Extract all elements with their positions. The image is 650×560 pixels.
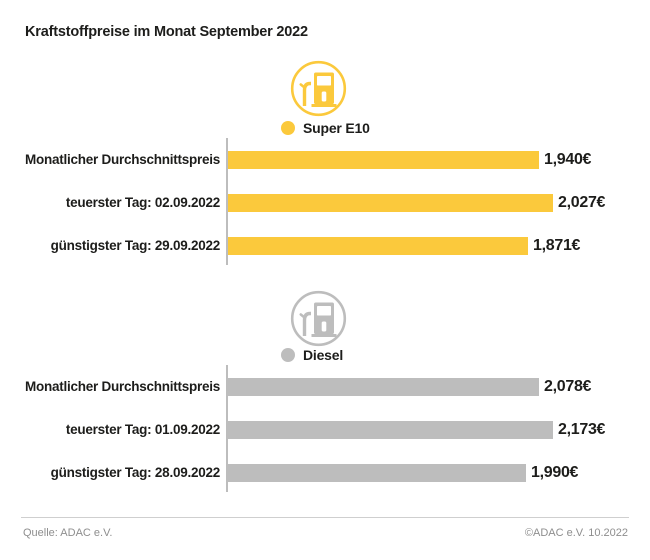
bar: [228, 463, 526, 482]
value-label: 1,871€: [533, 236, 581, 254]
bar-chart: Monatlicher Durchschnittspreis 2,078€ teue…: [0, 365, 650, 494]
copyright-text: ©ADAC e.V. 10.2022: [524, 527, 628, 539]
category-label: teuerster Tag: 02.09.2022: [65, 195, 220, 210]
category-label: Monatlicher Durchschnittspreis: [24, 152, 220, 167]
bar-row: teuerster Tag: 01.09.2022 2,173€: [0, 408, 650, 451]
axis-line: [226, 365, 228, 492]
bar-row: günstigster Tag: 29.09.2022 1,871€: [0, 224, 650, 267]
legend: Diesel: [281, 345, 343, 365]
legend-dot: [281, 121, 295, 135]
bar-row: günstigster Tag: 28.09.2022 1,990€: [0, 451, 650, 494]
value-label: 2,173€: [558, 420, 606, 438]
page-title: Kraftstoffpreise im Monat September 2022: [25, 24, 308, 40]
bar: [228, 150, 539, 169]
value-label: 1,990€: [531, 463, 579, 481]
chart-section-diesel: Diesel Monatlicher Durchschnittspreis 2,0…: [0, 290, 650, 495]
fuel-pump-icon: [290, 290, 347, 347]
footer-divider: [21, 517, 629, 518]
category-label: günstigster Tag: 29.09.2022: [50, 238, 221, 253]
fuel-pump-icon: [290, 60, 347, 117]
source-text: Quelle: ADAC e.V.: [23, 527, 113, 539]
legend-label: Super E10: [303, 120, 370, 136]
bar-chart: Monatlicher Durchschnittspreis 1,940€ teue…: [0, 138, 650, 267]
value-label: 1,940€: [544, 150, 592, 168]
category-label: günstigster Tag: 28.09.2022: [50, 465, 221, 480]
chart-section-super-e10: Super E10 Monatlicher Durchschnittspreis…: [0, 60, 650, 270]
value-label: 2,078€: [544, 377, 592, 395]
bar-row: teuerster Tag: 02.09.2022 2,027€: [0, 181, 650, 224]
legend-dot: [281, 348, 295, 362]
value-label: 2,027€: [558, 193, 606, 211]
bar: [228, 377, 539, 396]
bar: [228, 193, 553, 212]
bar-row: Monatlicher Durchschnittspreis 1,940€: [0, 138, 650, 181]
category-label: Monatlicher Durchschnittspreis: [24, 379, 220, 394]
legend: Super E10: [281, 118, 370, 138]
category-label: teuerster Tag: 01.09.2022: [65, 422, 220, 437]
bar: [228, 236, 528, 255]
axis-line: [226, 138, 228, 265]
legend-label: Diesel: [303, 347, 344, 363]
bar-row: Monatlicher Durchschnittspreis 2,078€: [0, 365, 650, 408]
bar: [228, 420, 553, 439]
